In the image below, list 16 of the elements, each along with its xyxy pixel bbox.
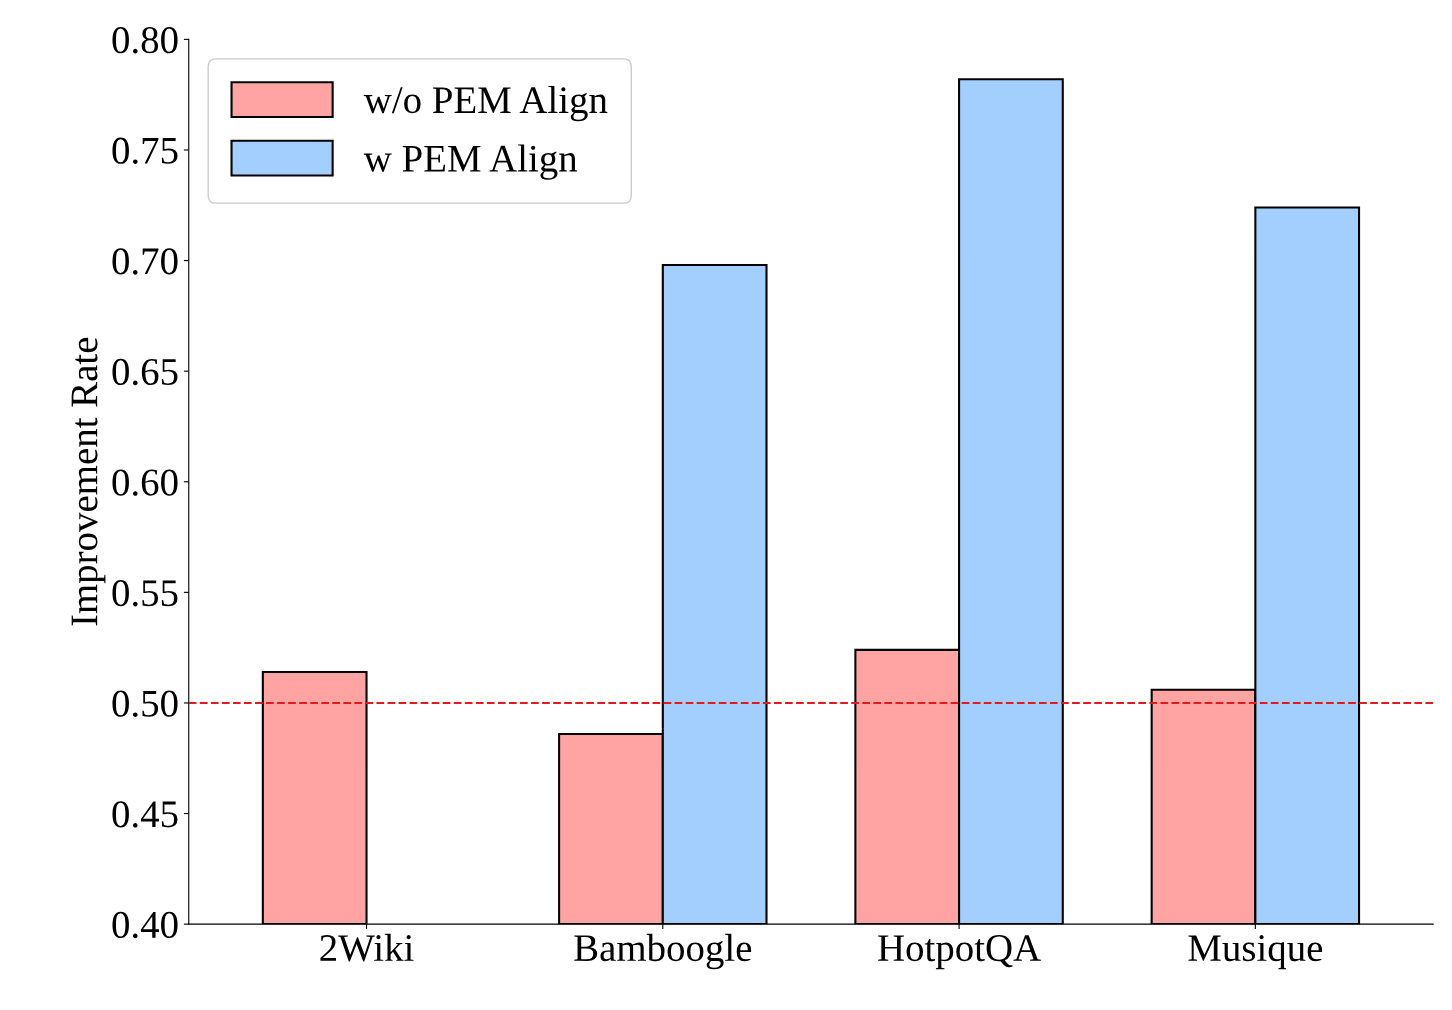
y-tick-label: 0.55: [112, 580, 178, 607]
legend-label: w/o PEM Align: [363, 85, 608, 122]
legend-label: w PEM Align: [363, 144, 578, 180]
y-tick-label: 0.45: [112, 801, 178, 828]
x-tick-label: 2Wiki: [320, 933, 414, 962]
y-tick-label: 0.80: [112, 27, 178, 54]
x-tick-label: Bamboogle: [574, 933, 752, 970]
y-tick-label: 0.40: [112, 911, 178, 939]
y-tick-label: 0.60: [112, 469, 178, 496]
y-axis-title: Improvement Rate: [71, 337, 106, 626]
x-tick-label: HotpotQA: [878, 935, 1041, 970]
y-tick-label: 0.65: [112, 358, 178, 386]
x-tick-label: Musique: [1188, 935, 1323, 970]
y-tick-label: 0.50: [112, 690, 178, 718]
y-tick-label: 0.70: [112, 248, 178, 275]
y-tick-label: 0.75: [112, 137, 178, 165]
